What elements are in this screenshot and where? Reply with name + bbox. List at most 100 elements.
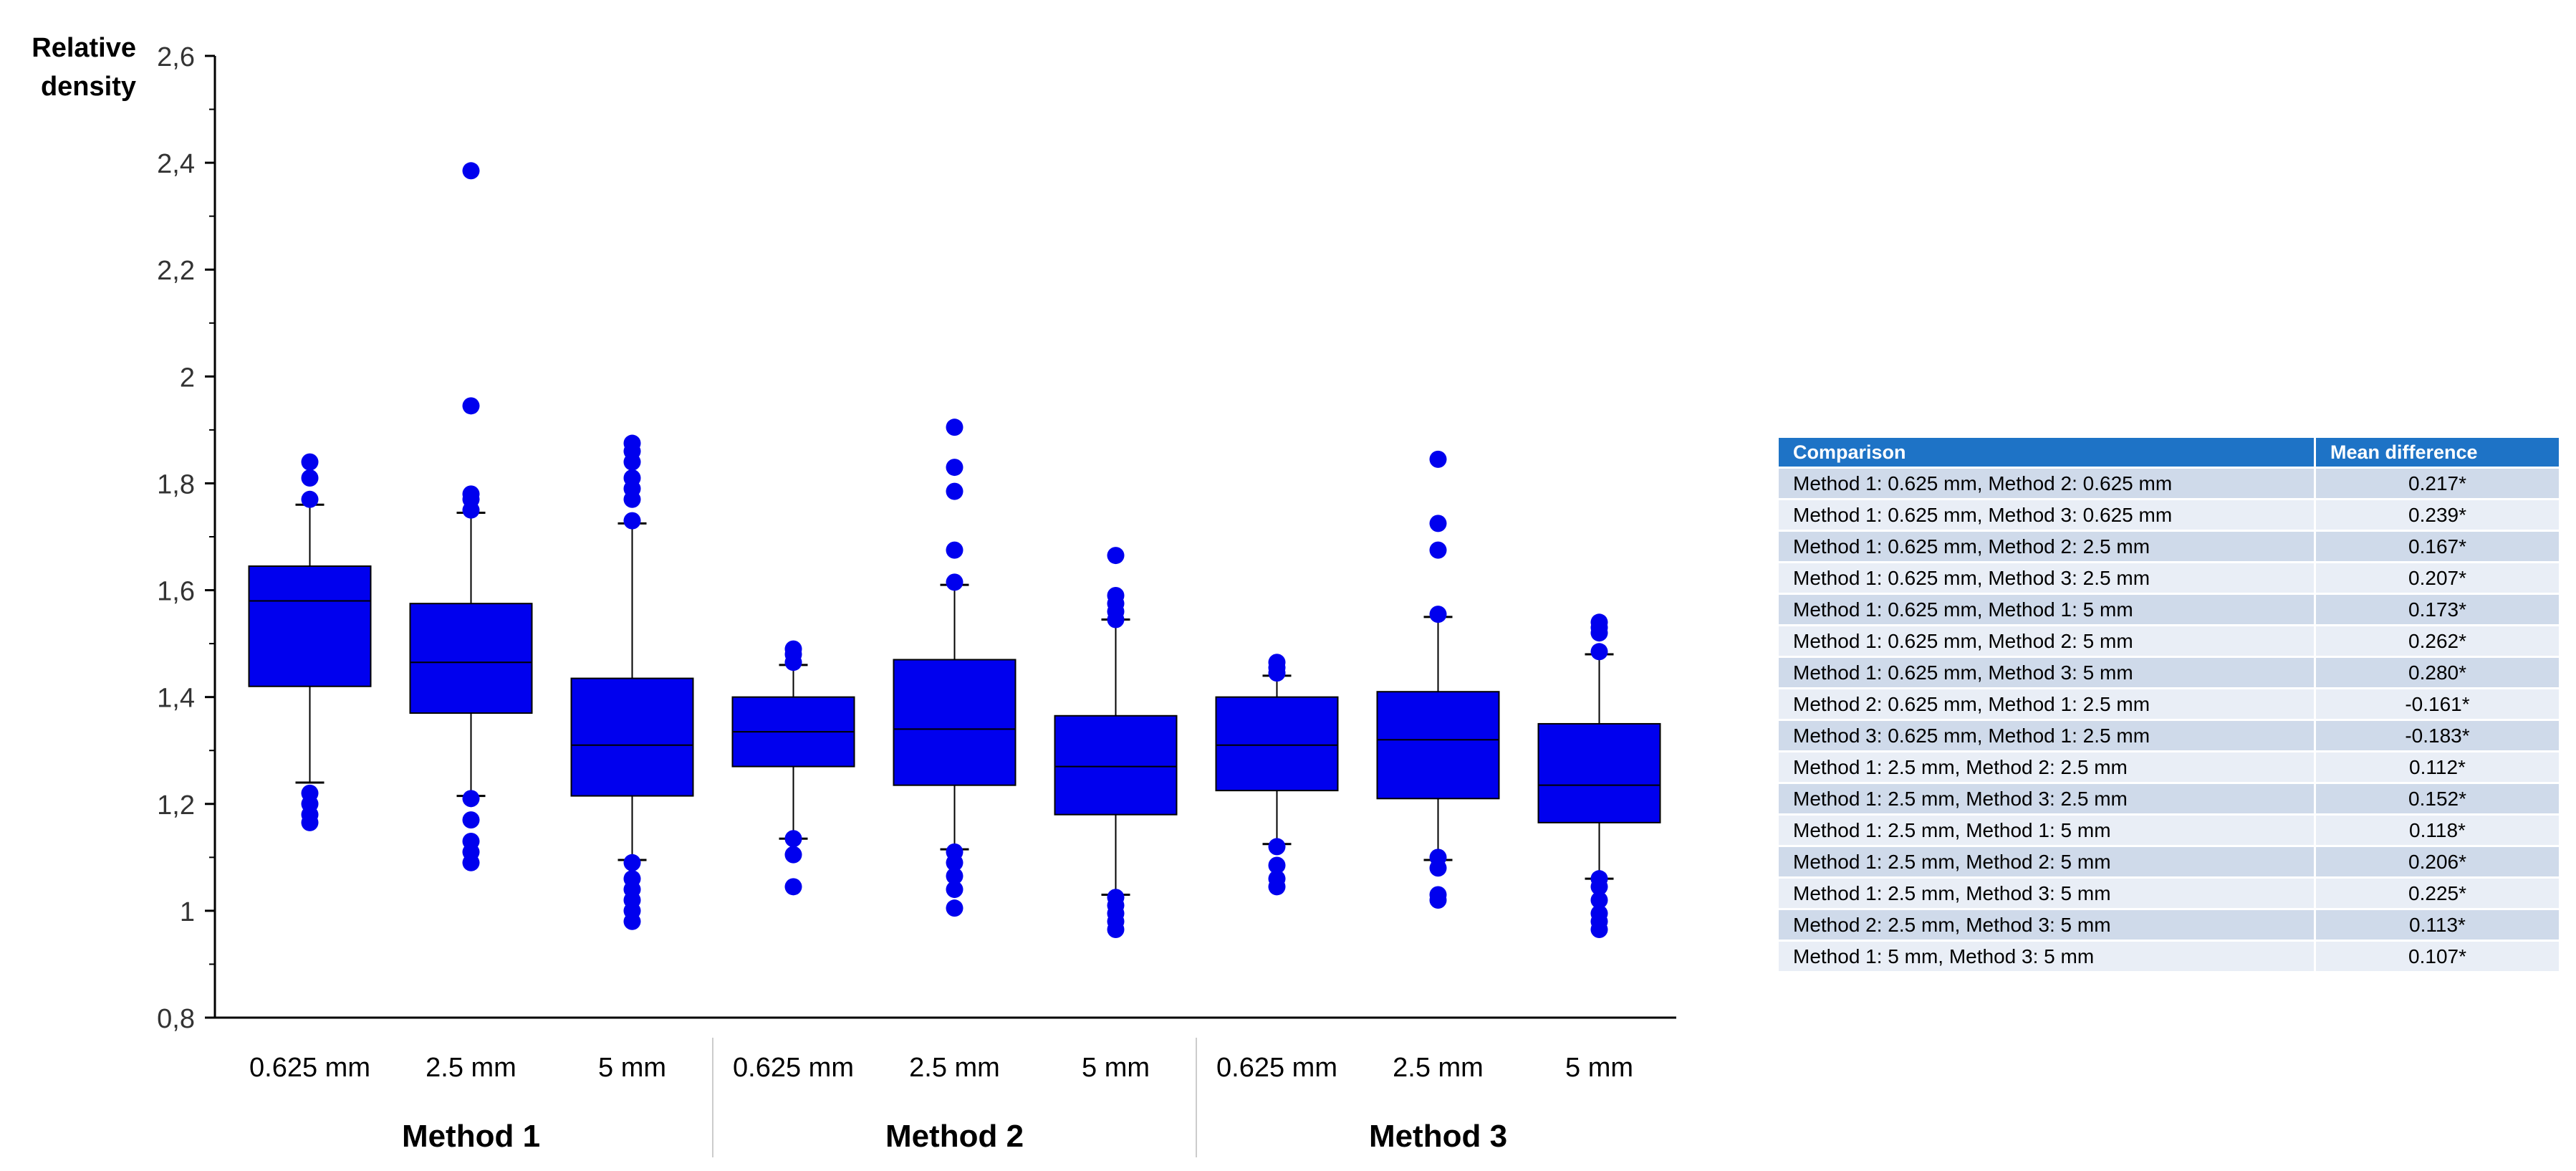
table-row: Method 1: 0.625 mm, Method 3: 5 mm 0.280* [1777, 656, 2561, 689]
table-header-row: Comparison Mean difference [1777, 436, 2561, 469]
table-header-mean-difference: Mean difference [2314, 436, 2561, 469]
mean-difference-cell: 0.152* [2314, 782, 2561, 816]
outlier-point [623, 870, 641, 888]
comparison-cell: Method 1: 0.625 mm, Method 2: 5 mm [1777, 624, 2316, 658]
outlier-point [784, 846, 802, 864]
comparison-cell: Method 1: 0.625 mm, Method 3: 5 mm [1777, 656, 2316, 689]
x-tick-label: 0.625 mm [733, 1053, 854, 1083]
outlier-point [1268, 856, 1286, 874]
outlier-point [784, 878, 802, 896]
table-row: Method 1: 0.625 mm, Method 3: 0.625 mm 0.… [1777, 498, 2561, 532]
x-tick-label: 2.5 mm [909, 1053, 1000, 1083]
y-axis-title: Relative density [29, 29, 136, 106]
outlier-point [462, 162, 480, 180]
outlier-point [946, 573, 963, 591]
outlier-point [946, 419, 963, 436]
outlier-point [1590, 870, 1608, 888]
outlier-point [946, 541, 963, 559]
mean-difference-cell: 0.280* [2314, 656, 2561, 689]
outlier-point [946, 899, 963, 917]
comparison-cell: Method 1: 2.5 mm, Method 2: 2.5 mm [1777, 750, 2316, 784]
table-row: Method 2: 2.5 mm, Method 3: 5 mm 0.113* [1777, 908, 2561, 942]
y-tick-label: 2,2 [157, 256, 195, 286]
x-tick-label: 5 mm [1082, 1053, 1150, 1083]
outlier-point [1107, 547, 1125, 565]
comparison-cell: Method 1: 2.5 mm, Method 1: 5 mm [1777, 813, 2316, 847]
box-iqr [1376, 691, 1500, 800]
comparison-cell: Method 1: 0.625 mm, Method 3: 2.5 mm [1777, 561, 2316, 595]
box-iqr [1537, 722, 1661, 823]
mean-difference-cell: 0.118* [2314, 813, 2561, 847]
outlier-point [1268, 654, 1286, 671]
comparison-cell: Method 1: 0.625 mm, Method 2: 0.625 mm [1777, 467, 2316, 500]
table-row: Method 1: 2.5 mm, Method 1: 5 mm 0.118* [1777, 813, 2561, 847]
box-iqr [893, 659, 1017, 786]
outlier-point [946, 881, 963, 899]
y-tick-label: 1,8 [157, 469, 195, 500]
comparison-cell: Method 1: 0.625 mm, Method 1: 5 mm [1777, 593, 2316, 626]
table-header-comparison: Comparison [1777, 436, 2316, 469]
y-tick-label: 1,6 [157, 577, 195, 607]
table-row: Method 1: 2.5 mm, Method 2: 5 mm 0.206* [1777, 845, 2561, 879]
table-row: Method 1: 0.625 mm, Method 1: 5 mm 0.173* [1777, 593, 2561, 626]
mean-difference-cell: 0.206* [2314, 845, 2561, 879]
y-tick-label: 2,4 [157, 149, 195, 179]
y-tick-label: 0,8 [157, 1004, 195, 1034]
outlier-point [462, 790, 480, 808]
outlier-point [623, 469, 641, 487]
outlier-point [1268, 838, 1286, 856]
box-iqr [570, 677, 694, 797]
y-axis-title-line-1: Relative [32, 33, 136, 63]
x-tick-label: 2.5 mm [1393, 1053, 1484, 1083]
mean-difference-cell: -0.183* [2314, 719, 2561, 752]
outlier-point [462, 485, 480, 503]
y-tick-label: 2 [180, 363, 195, 393]
outlier-point [623, 854, 641, 871]
mean-difference-cell: 0.239* [2314, 498, 2561, 532]
outlier-point [462, 832, 480, 850]
outlier-point [1429, 606, 1447, 623]
y-axis-title-line-2: density [40, 72, 136, 102]
mean-difference-cell: 0.112* [2314, 750, 2561, 784]
group-label: Method 1 [402, 1119, 540, 1154]
comparison-cell: Method 3: 0.625 mm, Method 1: 2.5 mm [1777, 719, 2316, 752]
outlier-point [301, 453, 319, 471]
box-plot-chart: 0,8 1 1,2 1,4 1,6 1,8 2 2,2 2,4 2,6 0.625 mm 2.5 mm… [157, 42, 1676, 1157]
table-row: Method 1: 5 mm, Method 3: 5 mm 0.107* [1777, 940, 2561, 973]
outlier-point [1107, 889, 1125, 907]
mean-difference-cell: 0.167* [2314, 530, 2561, 563]
outlier-point [1590, 643, 1608, 661]
comparison-cell: Method 2: 2.5 mm, Method 3: 5 mm [1777, 908, 2316, 942]
outlier-point [1268, 870, 1286, 888]
box-iqr [409, 603, 533, 714]
group-label: Method 3 [1369, 1119, 1507, 1154]
outlier-point [946, 843, 963, 861]
box-iqr [248, 565, 372, 687]
mean-difference-cell: 0.173* [2314, 593, 2561, 626]
outlier-point [462, 397, 480, 415]
x-tick-label: 5 mm [1565, 1053, 1633, 1083]
outlier-point [1429, 450, 1447, 468]
mean-difference-cell: -0.161* [2314, 687, 2561, 721]
outlier-point [1429, 541, 1447, 559]
outlier-point [301, 469, 319, 487]
outlier-point [946, 459, 963, 477]
mean-difference-cell: 0.207* [2314, 561, 2561, 595]
outlier-point [1429, 886, 1447, 904]
table-row: Method 1: 0.625 mm, Method 2: 0.625 mm 0.… [1777, 467, 2561, 500]
mean-difference-table: Comparison Mean difference Method 1: 0.6… [1777, 436, 2561, 973]
outlier-point [462, 811, 480, 829]
x-tick-label: 5 mm [598, 1053, 666, 1083]
outlier-point [1429, 515, 1447, 532]
x-tick-label: 0.625 mm [1216, 1053, 1337, 1083]
y-tick-label: 1,2 [157, 790, 195, 821]
outlier-point [1107, 587, 1125, 605]
table-row: Method 1: 0.625 mm, Method 2: 5 mm 0.262* [1777, 624, 2561, 658]
table-row: Method 1: 0.625 mm, Method 2: 2.5 mm 0.16… [1777, 530, 2561, 563]
table-row: Method 2: 0.625 mm, Method 1: 2.5 mm -0.1… [1777, 687, 2561, 721]
table-row: Method 3: 0.625 mm, Method 1: 2.5 mm -0.1… [1777, 719, 2561, 752]
x-tick-label: 2.5 mm [426, 1053, 516, 1083]
table-row: Method 1: 2.5 mm, Method 2: 2.5 mm 0.112* [1777, 750, 2561, 784]
mean-difference-cell: 0.113* [2314, 908, 2561, 942]
outlier-point [784, 830, 802, 848]
